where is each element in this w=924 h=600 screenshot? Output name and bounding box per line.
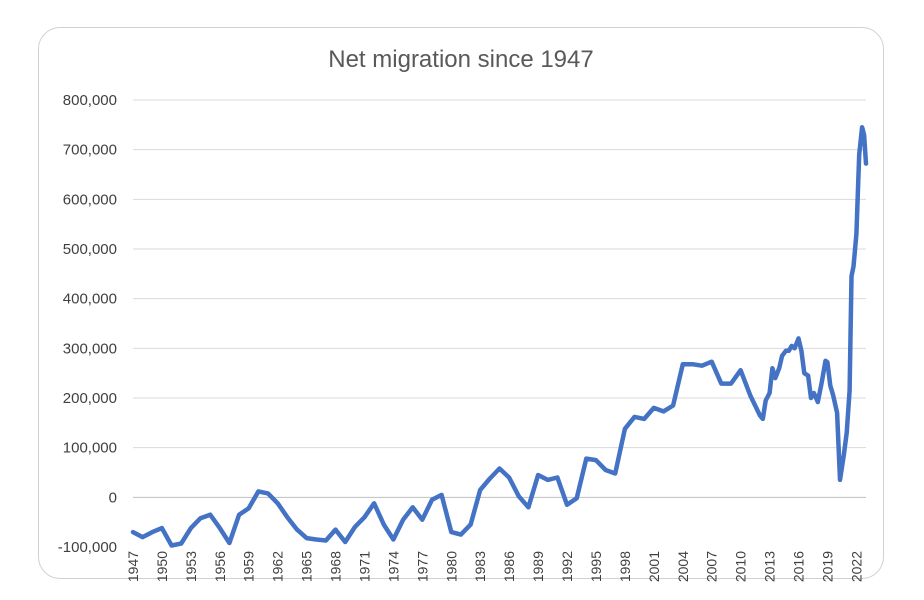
x-tick-label: 1992 [559, 551, 575, 582]
y-axis-tick-labels: -100,000 0 100,000 200,000 300,000 400,000 500… [58, 92, 117, 556]
y-tick-label: 400,000 [63, 291, 117, 308]
y-tick-label: 200,000 [63, 390, 117, 407]
chart-title: Net migration since 1947 [328, 46, 593, 73]
x-tick-label: 1998 [617, 551, 633, 582]
x-tick-label: 1968 [328, 551, 344, 582]
x-tick-label: 1953 [183, 551, 199, 582]
x-tick-label: 1950 [154, 551, 170, 582]
x-tick-label: 2007 [704, 551, 720, 582]
y-tick-label: 600,000 [63, 191, 117, 208]
x-tick-label: 2004 [675, 551, 691, 582]
x-tick-label: 2022 [848, 551, 864, 582]
x-tick-label: 1971 [356, 551, 372, 582]
x-tick-label: 1956 [212, 551, 228, 582]
x-tick-label: 1980 [443, 551, 459, 582]
series-line [130, 125, 869, 548]
x-tick-label: 2013 [762, 551, 778, 582]
y-tick-label: 300,000 [63, 340, 117, 357]
y-tick-label: 500,000 [63, 241, 117, 258]
x-tick-label: 1947 [125, 551, 141, 582]
y-tick-label: 0 [109, 489, 117, 506]
gridlines [133, 99, 866, 498]
y-tick-label: 700,000 [63, 142, 117, 159]
x-axis-tick-labels: 1947 1950 1953 1956 1959 1962 1965 1968 1971 1974… [125, 551, 864, 582]
x-tick-label: 1989 [530, 551, 546, 582]
x-tick-label: 1986 [501, 551, 517, 582]
x-tick-label: 1977 [414, 551, 430, 582]
x-tick-label: 2001 [646, 551, 662, 582]
y-tick-label: 100,000 [63, 440, 117, 457]
x-tick-label: 2019 [819, 551, 835, 582]
x-tick-label: 1965 [299, 551, 315, 582]
x-tick-label: 2016 [790, 551, 806, 582]
series-layer [130, 125, 869, 548]
x-tick-label: 2010 [733, 551, 749, 582]
chart-card [38, 27, 884, 579]
y-tick-label: -100,000 [58, 539, 117, 556]
y-tick-label: 800,000 [63, 92, 117, 109]
x-tick-label: 1974 [385, 551, 401, 582]
x-tick-label: 1983 [472, 551, 488, 582]
x-tick-label: 1995 [588, 551, 604, 582]
x-tick-label: 1959 [241, 551, 257, 582]
x-tick-label: 1962 [270, 551, 286, 582]
